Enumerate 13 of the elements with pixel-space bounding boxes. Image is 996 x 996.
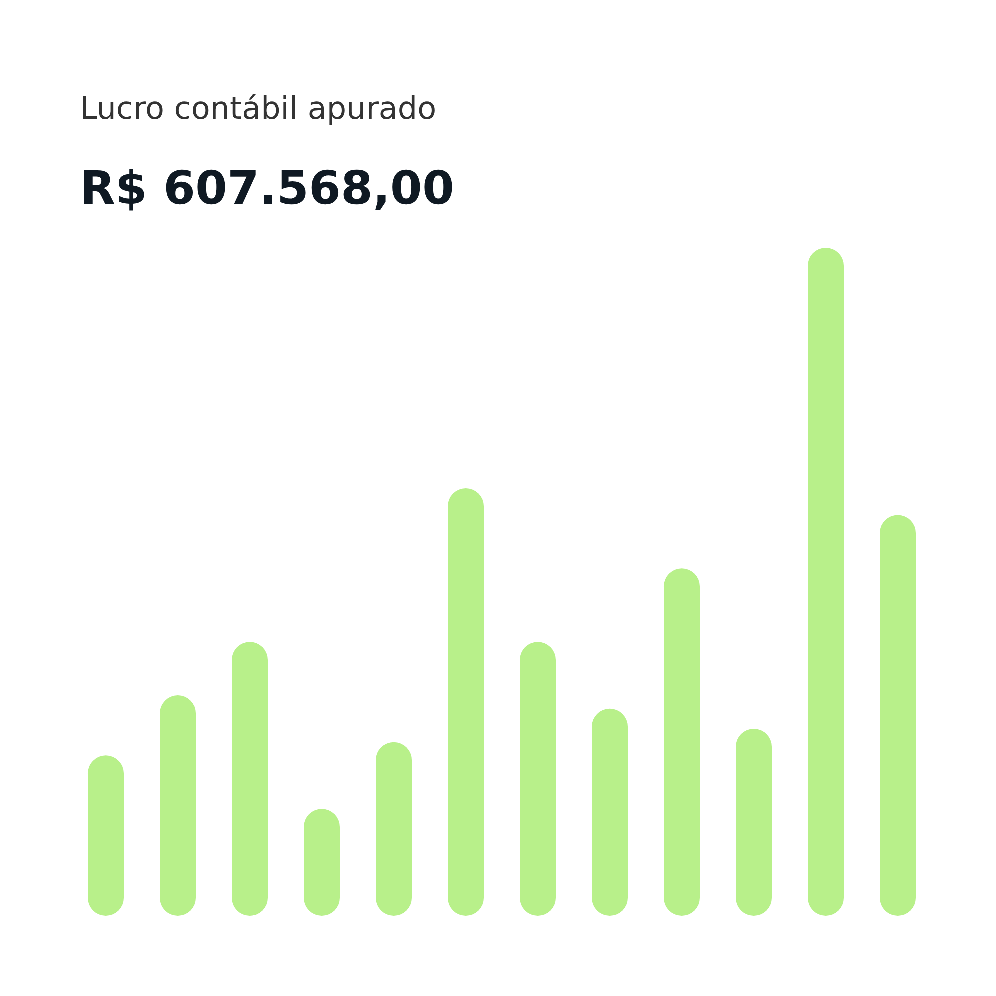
chart-title: Lucro contábil apurado bbox=[80, 91, 437, 127]
bar bbox=[520, 642, 556, 916]
bar bbox=[592, 708, 628, 916]
bar bbox=[376, 742, 412, 916]
bar bbox=[880, 515, 916, 916]
bar bbox=[160, 696, 196, 916]
chart-subtitle: R$ 607.568,00 bbox=[80, 161, 454, 215]
bar bbox=[736, 728, 772, 916]
bar bbox=[808, 248, 844, 916]
bar bbox=[88, 756, 124, 916]
bar bbox=[664, 568, 700, 916]
bar bbox=[232, 642, 268, 916]
bar bbox=[448, 488, 484, 916]
